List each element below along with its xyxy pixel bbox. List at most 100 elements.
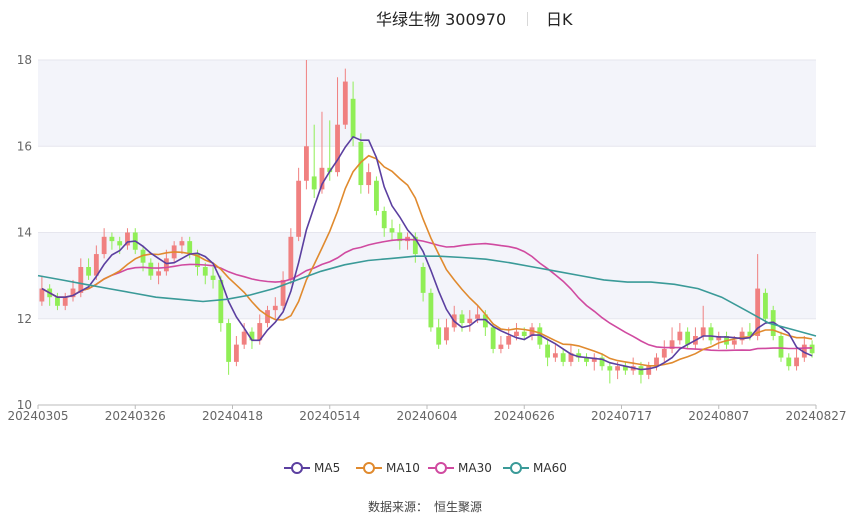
candle-body [801,344,807,358]
candle-body [342,81,348,125]
candle-body [529,327,535,336]
candle-body [187,241,193,255]
candle-body [366,172,372,186]
y-tick-label: 16 [17,139,32,153]
candle-body [677,331,683,341]
candle-body [288,236,294,280]
data-source-name: 恒生聚源 [434,500,483,514]
candle-body [794,357,799,367]
ma10-legend-icon [356,462,382,474]
ma30-line [41,238,813,352]
chart-header: 华绿生物 300970 日K [0,4,850,30]
candle-body [117,241,123,246]
candle-body [226,323,232,362]
candle-body [514,331,519,336]
candle-body [257,323,263,341]
candle-body [78,267,84,293]
candle-body [218,279,224,324]
candle-body [436,327,442,345]
candle-body [179,241,185,246]
candle-body [521,331,527,336]
candle-body [654,357,659,367]
candle-body [109,236,115,242]
candle-body [545,344,551,358]
candle-body [467,318,473,324]
candle-body [615,366,621,371]
candle-body [763,292,768,319]
y-tick-label: 18 [17,53,32,67]
candle-body [210,275,216,280]
x-tick-label: 20240827 [785,409,846,423]
candle-body [39,288,45,302]
candle-body [809,344,815,354]
legend-ma10[interactable]: MA10 [356,458,420,478]
ma5-line [41,135,813,371]
candle-body [482,314,488,328]
legend-ma5[interactable]: MA5 [284,458,340,478]
candle-body [389,228,395,233]
ma10-line [41,154,813,367]
period-label: 日K [546,10,573,29]
candle-body [708,327,714,341]
legend-ma30-label: MA30 [458,461,492,475]
candle-body [125,232,130,246]
ma5-legend-icon [284,462,310,474]
candle-body [506,336,512,345]
candle-body [622,366,628,371]
candle-body [420,267,426,293]
candle-body [459,314,465,324]
candle-body [86,267,91,276]
candle-body [93,254,99,276]
candle-body [156,271,162,276]
x-tick-label: 20240807 [688,409,749,423]
candle-body [490,327,496,349]
x-tick-label: 20240418 [202,409,263,423]
x-tick-label: 20240604 [396,409,457,423]
candle-body [498,344,504,349]
candle-body [661,348,667,358]
candle-body [55,297,60,306]
legend-ma10-label: MA10 [386,461,420,475]
candle-body [101,236,107,255]
grid-band [38,60,816,147]
candle-body [747,331,753,336]
candle-body [755,288,761,336]
candle-body [638,366,644,375]
candle-body [311,176,317,190]
ma30-legend-icon [428,462,454,474]
legend-ma60[interactable]: MA60 [503,458,567,478]
candle-body [444,327,449,341]
candle-body [646,366,652,375]
candle-body [148,262,154,276]
candle-body [607,366,613,371]
candle-body [739,331,745,341]
candle-body [350,98,356,138]
candle-body [249,331,255,341]
x-tick-label: 20240514 [299,409,360,423]
candle-body [374,180,379,211]
candle-body [731,340,737,345]
title-divider [527,12,528,26]
candle-body [412,236,418,255]
candle-body [381,210,387,229]
x-tick-label: 20240626 [494,409,555,423]
candle-body [62,297,68,306]
candle-body [576,353,582,358]
candle-body [195,254,200,267]
candle-body [233,344,239,362]
candle-body [280,279,286,306]
candle-body [397,232,403,242]
candlestick-chart: 10 12 14 16 18 20240305 20240326 20240418 202405… [7,53,846,423]
chart-legend: MA5 MA10 MA30 MA60 [0,458,850,478]
candle-body [560,353,566,362]
candle-body [335,124,340,173]
candle-body [202,267,208,276]
candle-body [70,288,76,298]
candle-body [319,167,325,190]
data-source-label: 数据来源： [367,500,428,514]
ma60-legend-icon [503,462,529,474]
candle-body [599,357,605,367]
legend-ma30[interactable]: MA30 [428,458,492,478]
legend-ma60-label: MA60 [533,461,567,475]
candle-body [568,353,574,362]
